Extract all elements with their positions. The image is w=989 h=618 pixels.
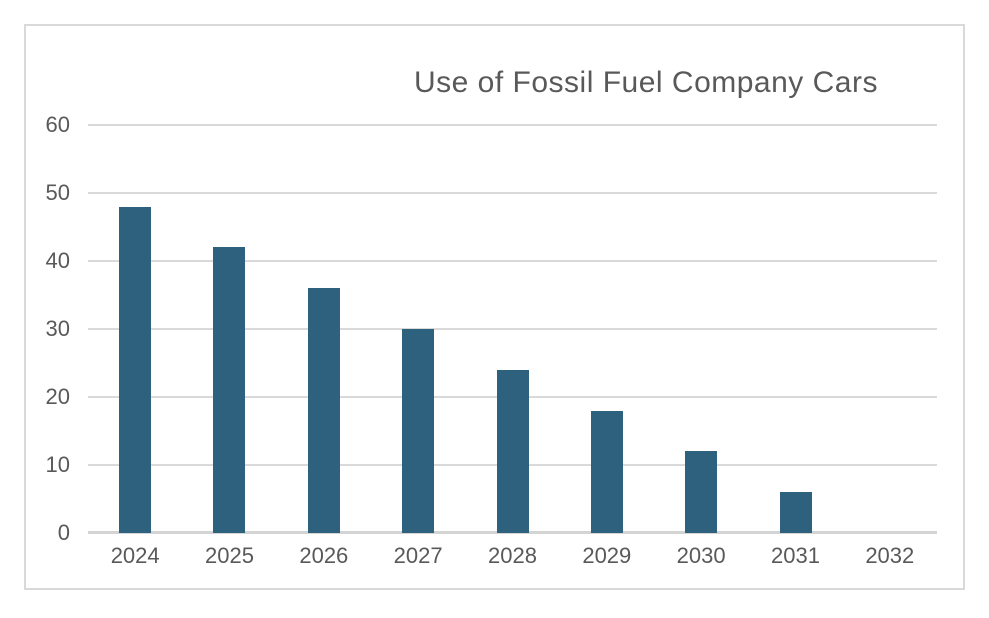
gridline-40 — [88, 260, 937, 263]
y-tick-label-50: 50 — [45, 180, 70, 205]
y-tick-label-60: 60 — [45, 112, 70, 137]
y-tick-label-10: 10 — [45, 452, 70, 478]
x-tick-label-2030: 2030 — [676, 543, 726, 568]
bar-2025[interactable] — [213, 247, 246, 533]
y-axis: 0 10 20 30 40 50 60 — [26, 114, 70, 544]
y-tick-label-30: 30 — [45, 316, 70, 341]
plot-area — [88, 124, 937, 534]
x-tick-label-2026: 2026 — [299, 543, 349, 568]
x-tick-label-2028: 2028 — [488, 543, 537, 568]
bar-2027[interactable] — [402, 329, 435, 533]
bar-2024[interactable] — [119, 206, 152, 533]
x-tick-label-2024: 2024 — [110, 543, 160, 568]
x-tick-label-2032: 2032 — [865, 543, 915, 568]
bar-2026[interactable] — [307, 288, 340, 533]
x-tick-label-2027: 2027 — [393, 543, 443, 568]
chart-container[interactable]: Use of Fossil Fuel Company Cars 0 10 20 30 4… — [24, 24, 965, 590]
x-axis: 2024 2025 2026 2027 2028 2029 2030 2031 2032 — [88, 543, 937, 571]
y-tick-label-0: 0 — [57, 520, 70, 545]
bar-2030[interactable] — [685, 451, 718, 533]
chart-title: Use of Fossil Fuel Company Cars — [414, 66, 878, 99]
bar-2031[interactable] — [779, 492, 812, 533]
bar-2029[interactable] — [590, 410, 623, 533]
y-tick-label-20: 20 — [45, 384, 70, 410]
bar-2028[interactable] — [496, 369, 529, 533]
gridline-30 — [88, 328, 937, 330]
gridline-60 — [88, 124, 937, 126]
x-tick-label-2025: 2025 — [205, 543, 254, 568]
gridline-50 — [88, 192, 937, 194]
y-tick-label-40: 40 — [45, 248, 70, 274]
x-tick-label-2031: 2031 — [770, 543, 820, 568]
x-tick-label-2029: 2029 — [582, 543, 632, 568]
